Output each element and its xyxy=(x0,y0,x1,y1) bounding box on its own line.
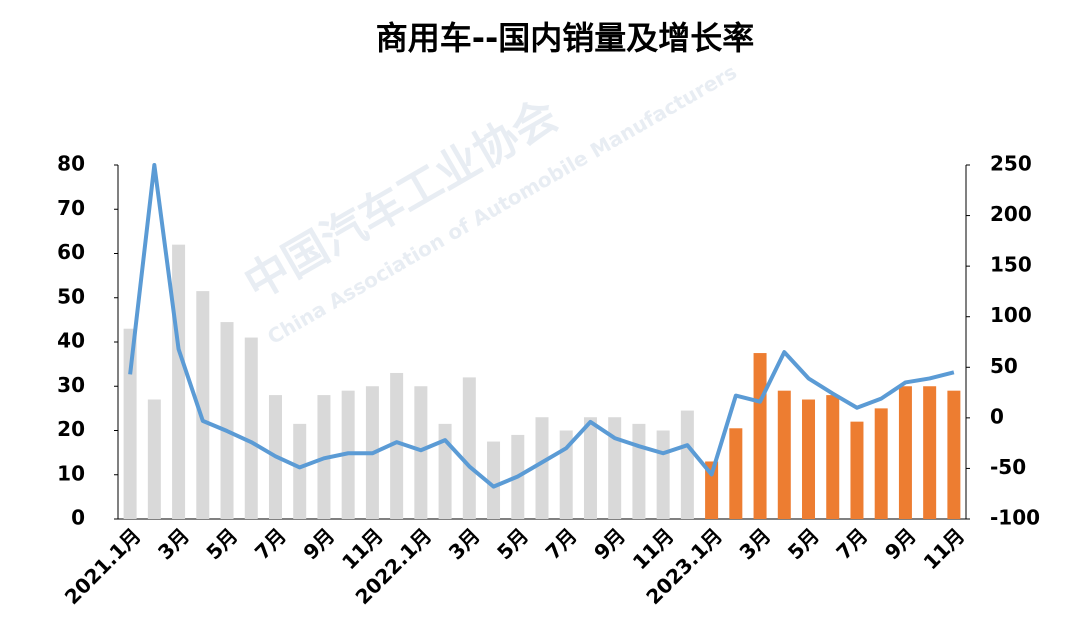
bar xyxy=(414,386,428,519)
bar xyxy=(123,328,137,519)
y-tick-label: 80 xyxy=(57,152,85,176)
bar xyxy=(487,441,501,519)
x-tick-label: 3月 xyxy=(735,523,776,564)
y-tick-label: 40 xyxy=(57,329,85,353)
y-tick-label: 20 xyxy=(57,417,85,441)
y-tick-label: 60 xyxy=(57,240,85,264)
line xyxy=(128,163,955,489)
y-tick-label: 10 xyxy=(57,461,85,485)
y2-tick-label: 100 xyxy=(990,303,1032,327)
bar xyxy=(777,390,791,519)
y2-tick-label: -100 xyxy=(990,506,1040,530)
y2-tick-label: 50 xyxy=(990,354,1018,378)
y-tick-label: 70 xyxy=(57,196,85,220)
bar xyxy=(680,410,694,519)
y2-tick-label: 0 xyxy=(990,404,1004,428)
bar xyxy=(632,423,646,519)
bar xyxy=(947,390,961,519)
y-tick-label: 30 xyxy=(57,373,85,397)
y2-tick-label: -50 xyxy=(990,455,1026,479)
x-tick-label: 9月 xyxy=(589,523,630,564)
x-tick-label: 9月 xyxy=(298,523,339,564)
bar xyxy=(608,417,622,519)
x-tick-label: 3月 xyxy=(444,523,485,564)
bar xyxy=(438,423,452,519)
bar xyxy=(293,423,307,519)
bar xyxy=(196,291,210,519)
bar xyxy=(172,244,186,519)
bar xyxy=(826,395,840,519)
bar xyxy=(462,377,476,519)
x-tick-label: 11月 xyxy=(919,523,970,574)
x-tick-label: 5月 xyxy=(492,523,533,564)
y2-tick-label: 200 xyxy=(990,202,1032,226)
x-tick-label: 9月 xyxy=(880,523,921,564)
bar xyxy=(705,461,719,519)
bar xyxy=(583,417,597,519)
x-tick-label: 7月 xyxy=(831,523,872,564)
bar xyxy=(729,428,743,519)
bar xyxy=(898,386,912,519)
x-tick-label: 7月 xyxy=(250,523,291,564)
bar xyxy=(390,372,404,519)
x-tick-label: 7月 xyxy=(541,523,582,564)
bar xyxy=(923,386,937,519)
bar xyxy=(147,399,161,519)
bar xyxy=(850,421,864,519)
watermark: China Association of Automobile Manufact… xyxy=(263,60,741,350)
x-tick-label: 5月 xyxy=(783,523,824,564)
bar xyxy=(220,322,234,519)
bar xyxy=(535,417,549,519)
y2-tick-label: 150 xyxy=(990,253,1032,277)
x-tick-label: 2021.1月 xyxy=(60,523,146,609)
y2-tick-label: 250 xyxy=(990,152,1032,176)
y-tick-label: 0 xyxy=(71,506,85,530)
chart-title: 商用车--国内销量及增长率 xyxy=(376,19,755,57)
bar xyxy=(874,408,888,519)
bar xyxy=(244,337,258,519)
bar xyxy=(559,430,573,519)
y-tick-label: 50 xyxy=(57,284,85,308)
bar xyxy=(753,353,767,519)
x-tick-label: 5月 xyxy=(201,523,242,564)
bar xyxy=(802,399,816,519)
x-tick-label: 3月 xyxy=(153,523,194,564)
bar xyxy=(656,430,670,519)
